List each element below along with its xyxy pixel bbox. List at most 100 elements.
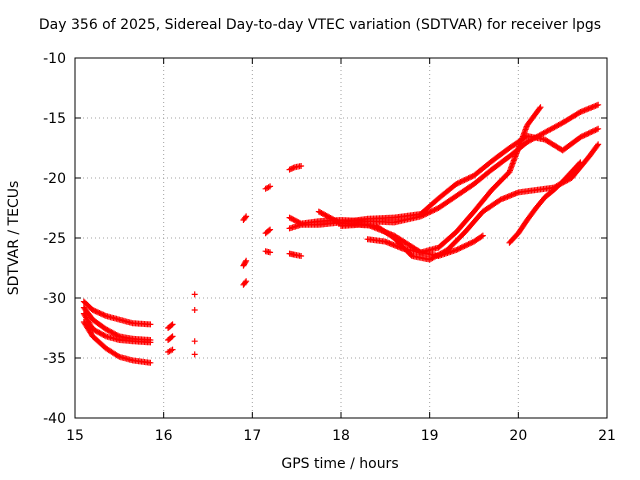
data-point: [454, 180, 461, 187]
series-track-l: [240, 213, 250, 223]
x-tick-label: 17: [243, 428, 261, 444]
data-point: [427, 208, 434, 215]
x-tick-label: 15: [66, 428, 84, 444]
data-point: [464, 175, 471, 182]
data-point: [588, 129, 595, 136]
y-tick-label: -20: [43, 171, 66, 187]
series-track-c: [80, 310, 154, 346]
data-point: [428, 208, 435, 215]
data-point: [591, 127, 598, 134]
series-track-k: [191, 351, 198, 358]
x-tick-label: 20: [509, 428, 527, 444]
data-point: [191, 351, 198, 358]
data-point: [468, 239, 475, 246]
data-point: [425, 209, 432, 216]
data-point: [453, 181, 460, 187]
data-point: [298, 253, 305, 259]
series-track-n: [240, 278, 250, 288]
data-point: [586, 129, 593, 136]
data-point: [589, 128, 596, 135]
data-point: [536, 105, 543, 112]
series-track-s: [286, 250, 305, 259]
data-point: [465, 241, 472, 248]
data-point: [578, 133, 585, 140]
data-point: [147, 359, 154, 366]
data-point: [592, 127, 599, 134]
data-point: [101, 332, 108, 339]
series-track-h: [191, 291, 198, 298]
y-axis-label: SDTVAR / TECUs: [6, 180, 22, 296]
data-point: [462, 242, 469, 249]
data-point: [243, 278, 250, 285]
data-point: [577, 134, 584, 141]
x-tick-label: 18: [332, 428, 350, 444]
data-point: [242, 279, 249, 286]
data-point: [458, 244, 465, 251]
series-track-f: [165, 333, 176, 343]
data-point: [478, 233, 485, 240]
data-point: [431, 206, 438, 213]
data-point: [455, 179, 462, 186]
data-points: [80, 101, 602, 366]
data-point: [115, 352, 122, 359]
data-point: [424, 210, 431, 217]
data-point: [465, 175, 472, 182]
data-point: [585, 130, 592, 137]
data-point: [191, 338, 198, 345]
data-point: [576, 109, 583, 116]
data-point: [432, 206, 439, 213]
data-point: [580, 132, 587, 139]
x-tick-label: 16: [155, 428, 173, 444]
data-point: [461, 177, 468, 184]
series-track-a: [80, 298, 154, 328]
series-track-d: [80, 319, 154, 366]
data-point: [577, 159, 584, 166]
data-point: [454, 246, 461, 253]
y-tick-label: -10: [43, 51, 66, 67]
series-track-p: [262, 226, 274, 237]
data-point: [460, 243, 467, 250]
y-tick-label: -30: [43, 291, 66, 307]
data-point: [466, 240, 473, 247]
data-point: [242, 214, 249, 221]
data-point: [336, 219, 343, 226]
series-track-m: [240, 257, 250, 269]
y-tick-label: -15: [43, 111, 66, 127]
data-point: [537, 104, 544, 111]
series-track-x: [364, 232, 486, 259]
series-track-e: [165, 321, 176, 331]
data-point: [243, 257, 250, 264]
data-point: [191, 307, 198, 313]
data-point: [466, 174, 473, 181]
data-point: [430, 207, 437, 214]
data-point: [147, 339, 154, 346]
data-point: [298, 163, 305, 169]
grid: [75, 58, 607, 418]
data-point: [582, 131, 589, 138]
data-point: [594, 142, 601, 149]
data-point: [576, 160, 583, 167]
data-point: [462, 176, 469, 183]
data-point: [169, 346, 176, 353]
data-point: [584, 130, 591, 137]
data-point: [169, 333, 176, 340]
data-point: [595, 141, 602, 148]
chart-title: Day 356 of 2025, Sidereal Day-to-day VTE…: [38, 17, 602, 33]
data-point: [479, 232, 486, 239]
data-point: [169, 321, 176, 328]
data-point: [267, 249, 274, 256]
data-point: [460, 177, 467, 184]
data-point: [267, 226, 274, 233]
data-point: [464, 241, 471, 248]
series-track-u: [286, 125, 602, 232]
data-point: [458, 178, 465, 185]
data-point: [461, 243, 468, 250]
data-point: [267, 183, 274, 190]
data-point: [457, 245, 464, 252]
series-track-y: [506, 159, 584, 246]
series-track-j: [191, 338, 198, 345]
data-point: [595, 125, 602, 132]
data-point: [265, 227, 272, 234]
x-axis-label: GPS time / hours: [281, 456, 399, 472]
